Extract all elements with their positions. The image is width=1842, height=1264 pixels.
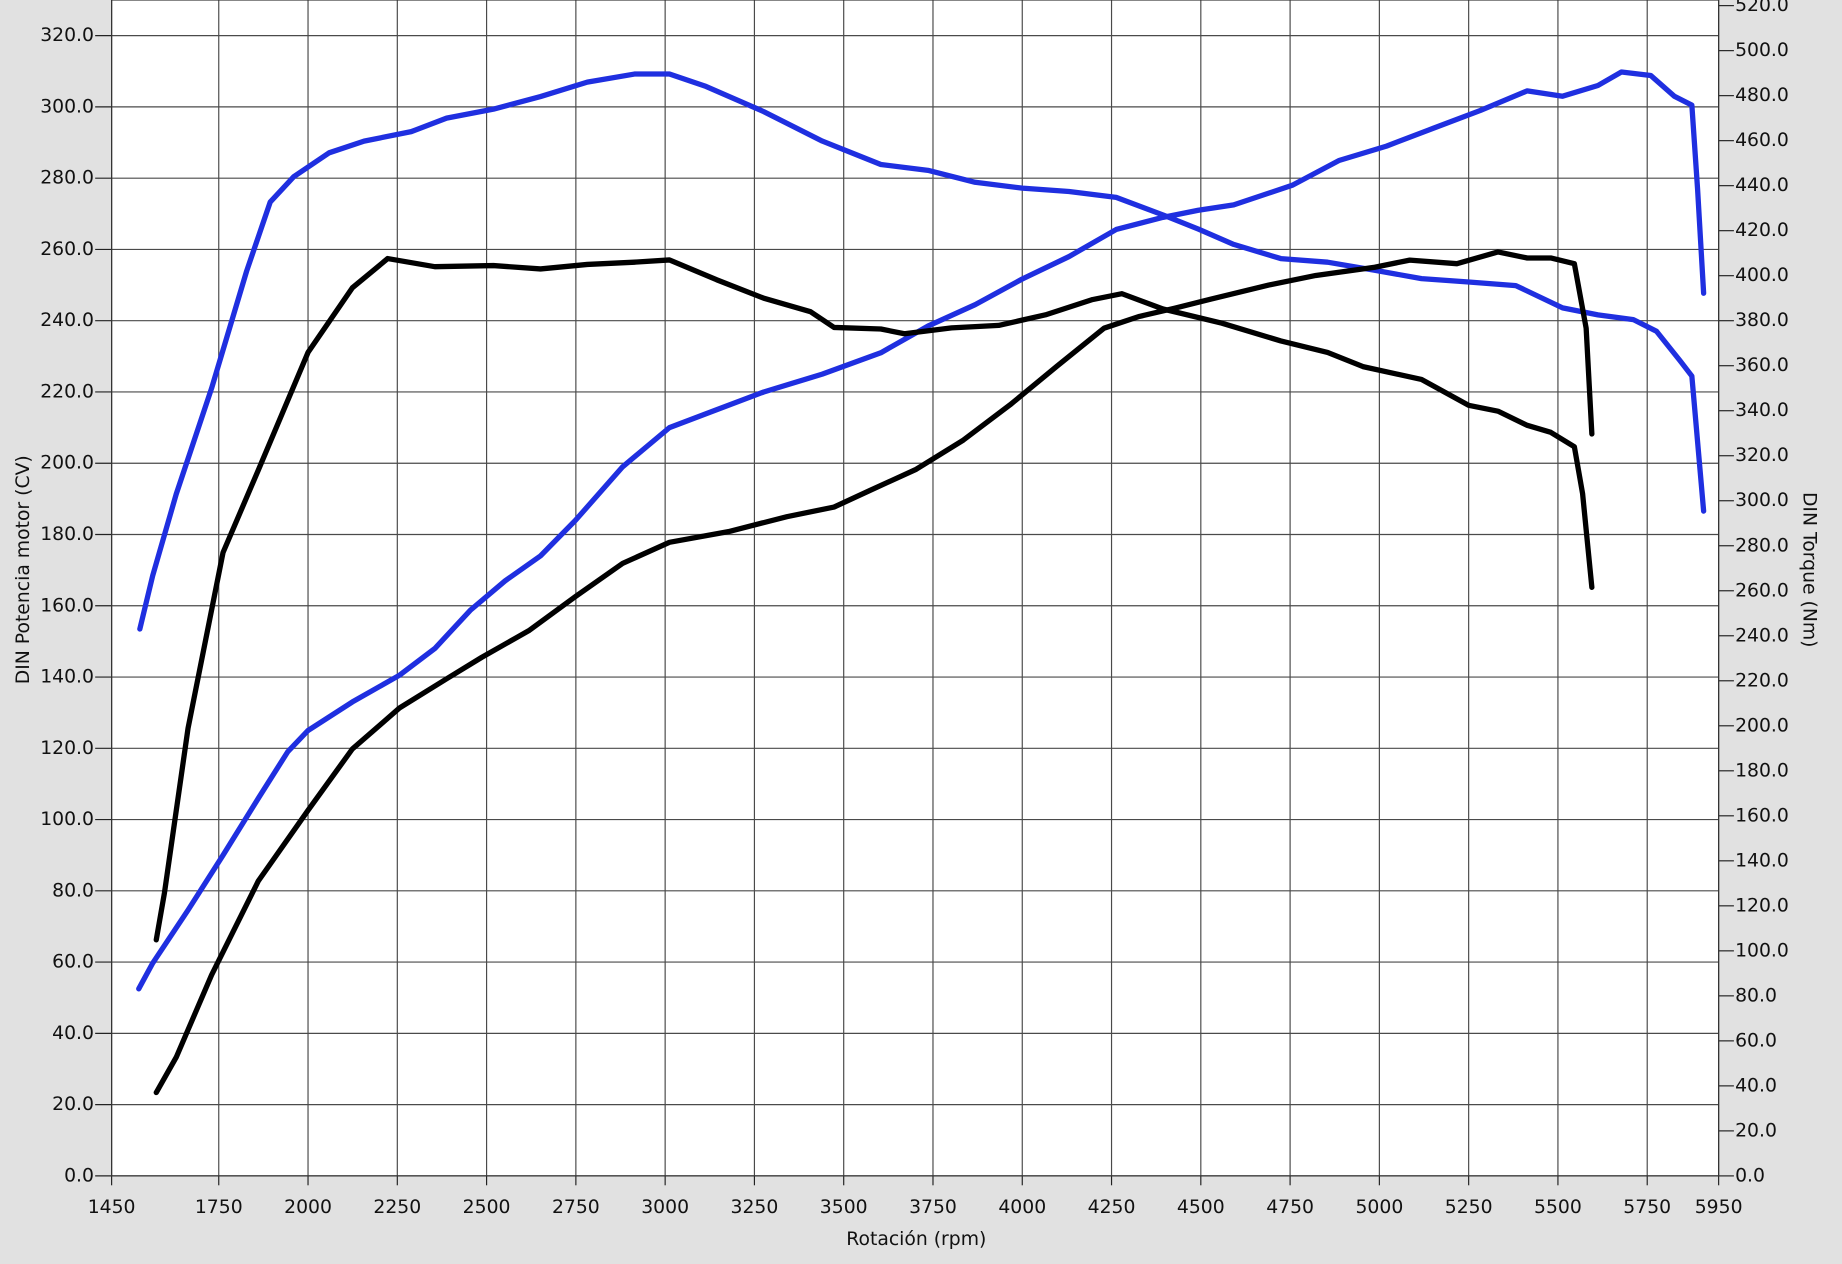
y2-tick-label: 80.0 [1735, 985, 1777, 1006]
y-tick-label: 320.0 [40, 25, 94, 46]
lines [136, 69, 1707, 1096]
y2-axis-label: DIN Torque (Nm) [1799, 492, 1820, 648]
y2-tick-label: 360.0 [1735, 355, 1789, 376]
x-tick-label: 1750 [195, 1197, 243, 1218]
x-tick-label: 5000 [1355, 1197, 1403, 1218]
y-tick-label: 0.0 [64, 1165, 94, 1186]
series-line [153, 255, 1595, 943]
y-tick-label: 220.0 [40, 381, 94, 402]
y2-tick-label: 20.0 [1735, 1120, 1777, 1141]
y2-tick-label: 240.0 [1735, 625, 1789, 646]
y2-tick-label: 300.0 [1735, 490, 1789, 511]
x-tick-label: 3500 [820, 1197, 868, 1218]
x-tick-label: 2000 [284, 1197, 332, 1218]
x-tick-label: 4000 [998, 1197, 1046, 1218]
y-tick-label: 40.0 [52, 1023, 94, 1044]
y2-tick-label: 380.0 [1735, 310, 1789, 331]
x-tick-label: 2750 [552, 1197, 600, 1218]
y2-tick-label: 260.0 [1735, 580, 1789, 601]
x-tick-label: 2500 [463, 1197, 511, 1218]
y-tick-label: 100.0 [40, 809, 94, 830]
y-tick-label: 240.0 [40, 310, 94, 331]
y-tick-label: 60.0 [52, 952, 94, 973]
x-tick-label: 5250 [1445, 1197, 1493, 1218]
x-tick-label: 4250 [1088, 1197, 1136, 1218]
y2-tick-label: 420.0 [1735, 220, 1789, 241]
x-tick-label: 5750 [1623, 1197, 1671, 1218]
x-tick-label: 3000 [641, 1197, 689, 1218]
y2-tick-label: 60.0 [1735, 1030, 1777, 1051]
y-tick-label: 140.0 [40, 667, 94, 688]
y2-tick-label: 120.0 [1735, 895, 1789, 916]
y2-tick-label: 400.0 [1735, 265, 1789, 286]
plot-area [111, 0, 1719, 1176]
y-tick-label: 120.0 [40, 738, 94, 759]
y2-tick-label: 0.0 [1735, 1165, 1765, 1186]
y-tick-label: 300.0 [40, 96, 94, 117]
y2-tick-label: 480.0 [1735, 85, 1789, 106]
x-tick-label: 3250 [731, 1197, 779, 1218]
y-tick-label: 20.0 [52, 1094, 94, 1115]
x-tick-label: 5950 [1695, 1197, 1743, 1218]
y2-tick-label: 220.0 [1735, 670, 1789, 691]
y2-tick-label: 160.0 [1735, 805, 1789, 826]
y-tick-label: 80.0 [52, 880, 94, 901]
y2-tick-label: 100.0 [1735, 940, 1789, 961]
x-tick-label: 5500 [1534, 1197, 1582, 1218]
y-axis-label: DIN Potencia motor (CV) [13, 455, 34, 684]
x-tick-label: 4750 [1266, 1197, 1314, 1218]
y2-tick-label: 320.0 [1735, 445, 1789, 466]
x-tick-label: 4500 [1177, 1197, 1225, 1218]
series-line [137, 71, 1707, 632]
y-tick-label: 200.0 [40, 453, 94, 474]
y2-tick-label: 340.0 [1735, 400, 1789, 421]
y2-tick-label: 520.0 [1735, 0, 1789, 16]
y2-tick-label: 280.0 [1735, 535, 1789, 556]
x-axis-label: Rotación (rpm) [846, 1229, 986, 1250]
series-line [153, 249, 1595, 1096]
y-tick-label: 260.0 [40, 239, 94, 260]
y-tick-label: 180.0 [40, 524, 94, 545]
x-tick-label: 2250 [373, 1197, 421, 1218]
y2-tick-label: 460.0 [1735, 130, 1789, 151]
y-tick-label: 280.0 [40, 168, 94, 189]
x-tick-label: 1450 [88, 1197, 136, 1218]
y2-tick-label: 40.0 [1735, 1075, 1777, 1096]
y2-tick-label: 440.0 [1735, 175, 1789, 196]
y2-tick-label: 180.0 [1735, 760, 1789, 781]
x-tick-label: 3750 [909, 1197, 957, 1218]
y2-tick-label: 500.0 [1735, 40, 1789, 61]
plot-frame [111, 0, 1720, 1177]
y2-tick-label: 200.0 [1735, 715, 1789, 736]
y2-tick-label: 140.0 [1735, 850, 1789, 871]
y-tick-label: 160.0 [40, 595, 94, 616]
series-line [136, 69, 1707, 992]
